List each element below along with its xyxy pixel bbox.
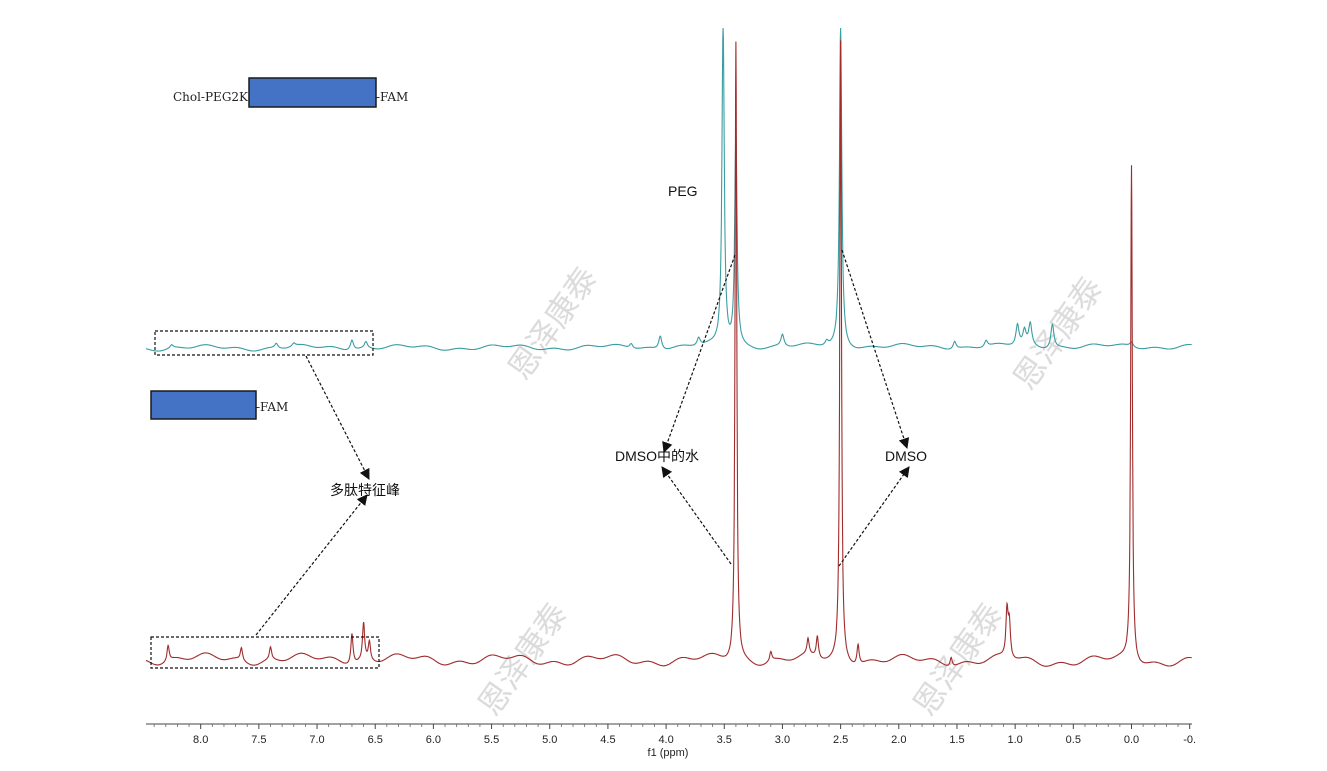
peptide-box-top <box>154 330 374 356</box>
x-tick-label: 2.0 <box>891 734 906 746</box>
spectrum-chol-peg2k-fam <box>145 27 1192 352</box>
x-tick-label: 5.5 <box>484 734 499 746</box>
label-peptide-peaks: 多肽特征峰 <box>330 482 400 499</box>
label-peg: PEG <box>668 183 698 199</box>
highlight-boxes <box>150 330 380 669</box>
x-tick-label: 6.0 <box>426 734 441 746</box>
x-tick-label: 7.0 <box>309 734 324 746</box>
x-tick-label: 7.5 <box>251 734 266 746</box>
watermarks: 恩泽康泰 恩泽康泰 恩泽康泰 恩泽康泰 <box>470 260 1110 723</box>
spectrum-fam <box>145 40 1192 667</box>
watermark: 恩泽康泰 <box>905 596 1010 723</box>
spectra <box>145 27 1192 667</box>
x-ticks: 8.0 7.5 7.0 6.5 6.0 5.5 5.0 4.5 4.0 3.5 3.0 2.5 2.0 1… <box>153 724 1196 746</box>
structure-bottom-right-label: -FAM <box>256 400 288 414</box>
arrow-dmso-bottom <box>838 466 910 567</box>
watermark: 恩泽康泰 <box>500 260 605 387</box>
x-axis-label: f1 (ppm) <box>648 747 689 759</box>
x-tick-label: 0.5 <box>1066 734 1081 746</box>
arrow-peptide-bottom <box>255 494 368 636</box>
structure-top-peptide-block <box>248 77 377 108</box>
x-tick-label: 1.0 <box>1007 734 1022 746</box>
x-tick-label: 8.0 <box>193 734 208 746</box>
x-tick-label: 4.0 <box>658 734 673 746</box>
x-tick-label: 1.5 <box>949 734 964 746</box>
x-tick-label: 4.5 <box>600 734 615 746</box>
x-tick-label: 3.0 <box>775 734 790 746</box>
peptide-box-bottom <box>150 636 380 669</box>
arrow-dmso-top <box>841 249 910 450</box>
x-tick-label: 5.0 <box>542 734 557 746</box>
x-tick-label: 0.0 <box>1124 734 1139 746</box>
label-dmso-water: DMSO中的水 <box>615 448 699 464</box>
arrow-peptide-top <box>305 355 370 480</box>
label-dmso: DMSO <box>885 448 927 464</box>
arrow-water-bottom <box>661 466 732 565</box>
structure-bottom-peptide-block <box>150 390 257 420</box>
arrow-water-top <box>662 254 736 454</box>
x-tick-label: 6.5 <box>368 734 383 746</box>
annotation-arrows <box>255 249 910 636</box>
structure-bottom: -FAM <box>150 390 288 420</box>
x-tick-label: 2.5 <box>833 734 848 746</box>
structure-top-right-label: -FAM <box>376 90 408 104</box>
x-tick-label: 3.5 <box>717 734 732 746</box>
structure-top-left-label: Chol-PEG2K <box>173 90 249 104</box>
x-axis: 8.0 7.5 7.0 6.5 6.0 5.5 5.0 4.5 4.0 3.5 3.0 2.5 2.0 1… <box>146 723 1196 759</box>
structure-top: Chol-PEG2K -FAM <box>173 77 408 108</box>
x-tick-label: -0. <box>1183 734 1196 746</box>
watermark: 恩泽康泰 <box>470 596 575 723</box>
watermark: 恩泽康泰 <box>1005 270 1110 397</box>
